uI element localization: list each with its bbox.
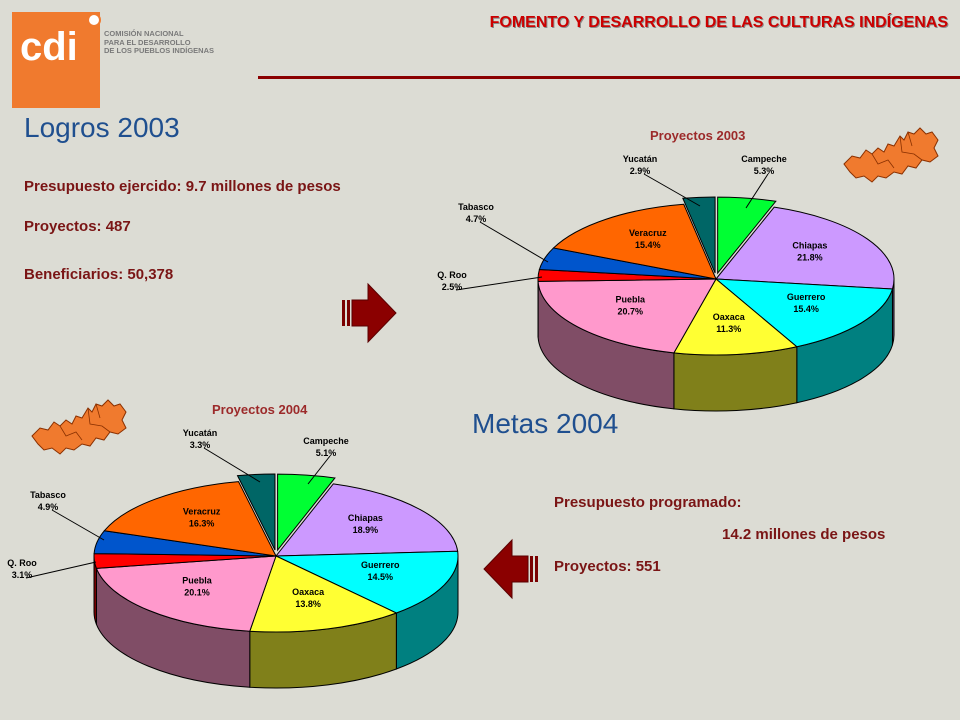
region-map-icon: [843, 127, 939, 183]
pie-tops: [93, 473, 459, 633]
slice-label-chiapas: Chiapas: [348, 513, 383, 523]
pie-slice-oaxaca: [673, 278, 798, 356]
cdi-logo: cdi: [12, 12, 101, 108]
leader-line-yucat-n: [203, 447, 261, 483]
leader-line-yucat-n: [643, 173, 701, 207]
pie-slice-veracruz: [552, 203, 717, 280]
slice-value-campeche: 5.3%: [754, 166, 775, 176]
slice-label-yucat-n: Yucatán: [183, 428, 218, 438]
leader-line-tabasco: [479, 221, 549, 263]
slice-label-q-roo: Q. Roo: [437, 270, 467, 280]
pie-slice-yucat-n: [236, 473, 276, 551]
slice-value-chiapas: 18.9%: [353, 525, 379, 535]
pie-slice-veracruz: [103, 481, 277, 557]
slice-label-yucat-n: Yucatán: [623, 154, 658, 164]
pie-tops: [537, 196, 895, 356]
slice-value-yucat-n: 3.3%: [190, 440, 211, 450]
slice-label-chiapas: Chiapas: [792, 240, 827, 250]
slice-value-guerrero: 14.5%: [367, 572, 393, 582]
pie-slice-chiapas: [274, 483, 459, 557]
slice-label-veracruz: Veracruz: [629, 228, 667, 238]
slice-value-guerrero: 15.4%: [793, 304, 819, 314]
pie-slice-yucat-n: [682, 196, 716, 274]
metas-title: Metas 2004: [472, 408, 619, 439]
slice-label-campeche: Campeche: [303, 436, 349, 446]
pie-labels: Campeche 5.1% Chiapas 18.9% Guerrero 14.5% Oax…: [7, 428, 400, 609]
region-map-icon: [31, 399, 127, 455]
logros-proyectos: Proyectos: 487: [24, 218, 131, 235]
slice-value-chiapas: 21.8%: [797, 252, 823, 262]
slice-value-puebla: 20.1%: [184, 588, 210, 598]
header-divider: [258, 76, 960, 79]
slice-value-yucat-n: 2.9%: [630, 166, 651, 176]
slice-value-campeche: 5.1%: [316, 448, 337, 458]
org-name-line-2: PARA EL DESARROLLO: [104, 37, 191, 47]
org-name: COMISIÓN NACIONAL PARA EL DESARROLLO DE …: [104, 29, 215, 56]
metas-presupuesto-value: 14.2 millones de pesos: [722, 526, 886, 543]
slice-value-q-roo: 3.1%: [12, 570, 33, 580]
slice-value-tabasco: 4.9%: [38, 502, 59, 512]
arrow-right-icon: [342, 282, 397, 344]
leader-line-campeche: [745, 173, 769, 209]
pie-slice-campeche: [277, 473, 336, 552]
slice-label-oaxaca: Oaxaca: [713, 312, 746, 322]
slice-value-puebla: 20.7%: [618, 307, 644, 317]
pie-sides: [93, 555, 459, 689]
leader-line-campeche: [307, 455, 331, 485]
arrow-left-icon: [483, 538, 538, 600]
slice-label-oaxaca: Oaxaca: [292, 587, 325, 597]
slice-label-puebla: Puebla: [616, 295, 647, 305]
chart-2004-title: Proyectos 2004: [212, 402, 308, 417]
pie-slice-chiapas: [714, 206, 895, 290]
page-title: FOMENTO Y DESARROLLO DE LAS CULTURAS IND…: [489, 14, 948, 31]
slice-label-tabasco: Tabasco: [30, 490, 66, 500]
slice-value-veracruz: 15.4%: [635, 240, 661, 250]
pie-labels: Campeche 5.3% Chiapas 21.8% Guerrero 15.4% Oax…: [437, 154, 827, 334]
metas-proyectos: Proyectos: 551: [554, 558, 661, 575]
leader-line-q-roo: [455, 276, 543, 291]
pie-sides: [537, 278, 895, 412]
logo-letters: cdi: [20, 25, 78, 69]
pie-slice-oaxaca: [249, 555, 398, 633]
pie-slice-guerrero: [275, 550, 459, 614]
leader-line-tabasco: [51, 509, 105, 541]
logros-beneficiarios: Beneficiarios: 50,378: [24, 266, 174, 283]
slice-value-q-roo: 2.5%: [442, 282, 463, 292]
slice-label-tabasco: Tabasco: [458, 202, 494, 212]
slice-label-guerrero: Guerrero: [361, 560, 400, 570]
org-name-line-1: COMISIÓN NACIONAL: [104, 29, 184, 38]
org-name-line-3: DE LOS PUEBLOS INDÍGENAS: [104, 46, 215, 55]
slice-value-veracruz: 16.3%: [189, 519, 215, 529]
logros-title: Logros 2003: [24, 112, 180, 143]
slice-value-oaxaca: 13.8%: [295, 599, 321, 609]
pie-slice-guerrero: [714, 278, 894, 348]
slice-label-campeche: Campeche: [741, 154, 787, 164]
leader-line-q-roo: [25, 561, 97, 579]
pie-slice-campeche: [717, 196, 777, 275]
pie-slice-puebla: [95, 555, 277, 632]
chart-2003-title: Proyectos 2003: [650, 128, 746, 143]
slice-value-oaxaca: 11.3%: [716, 324, 741, 334]
slice-value-tabasco: 4.7%: [466, 214, 487, 224]
pie-slice-puebla: [537, 278, 717, 354]
metas-presupuesto-label: Presupuesto programado:: [554, 494, 742, 511]
slice-label-veracruz: Veracruz: [183, 507, 221, 517]
slice-label-puebla: Puebla: [182, 576, 213, 586]
slice-label-guerrero: Guerrero: [787, 292, 826, 302]
slice-label-q-roo: Q. Roo: [7, 558, 37, 568]
logros-presupuesto: Presupuesto ejercido: 9.7 millones de pe…: [24, 178, 341, 195]
